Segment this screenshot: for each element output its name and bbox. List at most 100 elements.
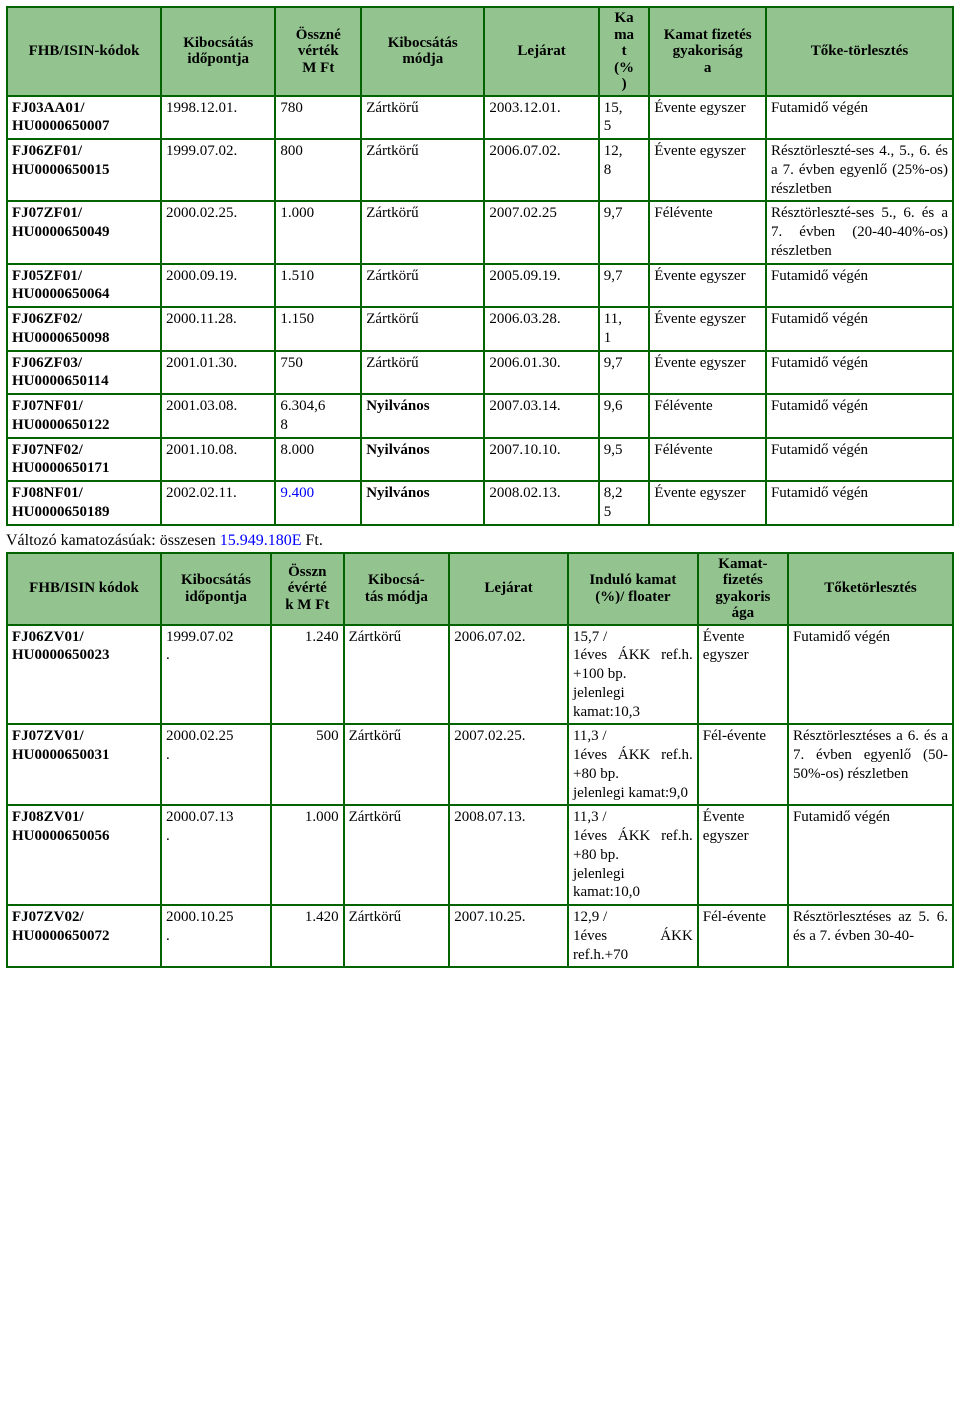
issue-date-cell: 2000.02.25. — [161, 201, 275, 263]
issue-date-cell: 2000.10.25. — [161, 905, 271, 967]
value-cell: 500 — [271, 724, 344, 805]
column-header: Kibocsátás időpontja — [161, 7, 275, 96]
code-cell: FJ07ZV02/HU0000650072 — [7, 905, 161, 967]
frequency-cell: Félévente — [649, 201, 766, 263]
frequency-cell: Évente egyszer — [649, 351, 766, 395]
frequency-cell: Évente egyszer — [649, 139, 766, 201]
table-row: FJ07ZV01/HU00006500312000.02.25.500Zártk… — [7, 724, 953, 805]
code-cell: FJ08NF01/HU0000650189 — [7, 481, 161, 525]
table-row: FJ06ZF02/HU00006500982000.11.28.1.150Zár… — [7, 307, 953, 351]
repayment-cell: Futamidő végén — [766, 481, 953, 525]
column-header: ÖssznévértékM Ft — [275, 7, 361, 96]
value-cell: 1.420 — [271, 905, 344, 967]
table-row: FJ07NF02/HU00006501712001.10.08.8.000Nyi… — [7, 438, 953, 482]
issue-date-cell: 2000.09.19. — [161, 264, 275, 308]
frequency-cell: Fél-évente — [698, 905, 788, 967]
issue-date-cell: 2002.02.11. — [161, 481, 275, 525]
table-row: FJ05ZF01/HU00006500642000.09.19.1.510Zár… — [7, 264, 953, 308]
repayment-cell: Futamidő végén — [766, 96, 953, 140]
mode-cell: Nyilvános — [361, 481, 484, 525]
value-cell: 1.000 — [271, 805, 344, 905]
frequency-cell: Évente egyszer — [698, 805, 788, 905]
mode-cell: Nyilvános — [361, 438, 484, 482]
mode-cell: Zártkörű — [361, 96, 484, 140]
repayment-cell: Résztörlesztéses az 5. 6. és a 7. évben … — [788, 905, 953, 967]
repayment-cell: Futamidő végén — [766, 438, 953, 482]
repayment-cell: Résztörlesztéses a 6. és a 7. évben egye… — [788, 724, 953, 805]
table-row: FJ07ZF01/HU00006500492000.02.25.1.000Zár… — [7, 201, 953, 263]
maturity-cell: 2006.07.02. — [484, 139, 598, 201]
issue-date-cell: 1998.12.01. — [161, 96, 275, 140]
frequency-cell: Évente egyszer — [649, 264, 766, 308]
column-header: Kibocsátás időpontja — [161, 553, 271, 625]
issue-date-cell: 2001.03.08. — [161, 394, 275, 438]
subtitle-suffix: Ft. — [301, 532, 322, 549]
issue-date-cell: 2001.01.30. — [161, 351, 275, 395]
code-cell: FJ07ZV01/HU0000650031 — [7, 724, 161, 805]
frequency-cell: Évente egyszer — [698, 625, 788, 725]
subtitle: Változó kamatozásúak: összesen 15.949.18… — [6, 532, 954, 550]
rate-cell: 8,25 — [599, 481, 650, 525]
bonds-table-floating: FHB/ISIN kódokKibocsátás időpontjaÖsszné… — [6, 552, 954, 969]
issue-date-cell: 1999.07.02. — [161, 625, 271, 725]
maturity-cell: 2007.02.25 — [484, 201, 598, 263]
code-cell: FJ07NF01/HU0000650122 — [7, 394, 161, 438]
code-cell: FJ07ZF01/HU0000650049 — [7, 201, 161, 263]
repayment-cell: Futamidő végén — [766, 264, 953, 308]
value-cell: 9.400 — [275, 481, 361, 525]
table-row: FJ07ZV02/HU00006500722000.10.25.1.420Zár… — [7, 905, 953, 967]
rate-cell: 12,8 — [599, 139, 650, 201]
column-header: Induló kamat (%)/ floater — [568, 553, 698, 625]
issue-date-cell: 2000.11.28. — [161, 307, 275, 351]
issue-date-cell: 1999.07.02. — [161, 139, 275, 201]
column-header: Lejárat — [484, 7, 598, 96]
mode-cell: Zártkörű — [361, 264, 484, 308]
column-header: FHB/ISIN-kódok — [7, 7, 161, 96]
frequency-cell: Félévente — [649, 438, 766, 482]
code-cell: FJ05ZF01/HU0000650064 — [7, 264, 161, 308]
value-cell: 1.000 — [275, 201, 361, 263]
rate-cell: 9,7 — [599, 264, 650, 308]
column-header: Össznévérték M Ft — [271, 553, 344, 625]
table-row: FJ08ZV01/HU00006500562000.07.13.1.000Zár… — [7, 805, 953, 905]
repayment-cell: Futamidő végén — [788, 625, 953, 725]
table-row: FJ06ZF03/HU00006501142001.01.30.750Zártk… — [7, 351, 953, 395]
table-header-row: FHB/ISIN kódokKibocsátás időpontjaÖsszné… — [7, 553, 953, 625]
code-cell: FJ07NF02/HU0000650171 — [7, 438, 161, 482]
column-header: Kibocsátás módja — [361, 7, 484, 96]
value-cell: 750 — [275, 351, 361, 395]
maturity-cell: 2008.07.13. — [449, 805, 568, 905]
code-cell: FJ06ZF01/HU0000650015 — [7, 139, 161, 201]
frequency-cell: Évente egyszer — [649, 481, 766, 525]
issue-date-cell: 2000.07.13. — [161, 805, 271, 905]
maturity-cell: 2005.09.19. — [484, 264, 598, 308]
mode-cell: Zártkörű — [344, 805, 450, 905]
value-cell: 780 — [275, 96, 361, 140]
code-cell: FJ06ZF02/HU0000650098 — [7, 307, 161, 351]
floater-cell: 11,3 /1éves ÁKK ref.h. +80 bp.jelenlegi … — [568, 724, 698, 805]
table-row: FJ08NF01/HU00006501892002.02.11.9.400Nyi… — [7, 481, 953, 525]
frequency-cell: Évente egyszer — [649, 307, 766, 351]
column-header: Lejárat — [449, 553, 568, 625]
rate-cell: 9,7 — [599, 351, 650, 395]
table-row: FJ03AA01/HU00006500071998.12.01.780Zártk… — [7, 96, 953, 140]
column-header: Kamat(%) — [599, 7, 650, 96]
repayment-cell: Futamidő végén — [766, 394, 953, 438]
mode-cell: Zártkörű — [361, 307, 484, 351]
repayment-cell: Futamidő végén — [766, 307, 953, 351]
frequency-cell: Fél-évente — [698, 724, 788, 805]
code-cell: FJ06ZF03/HU0000650114 — [7, 351, 161, 395]
mode-cell: Zártkörű — [344, 905, 450, 967]
maturity-cell: 2007.10.25. — [449, 905, 568, 967]
maturity-cell: 2006.07.02. — [449, 625, 568, 725]
rate-cell: 9,5 — [599, 438, 650, 482]
table-row: FJ07NF01/HU00006501222001.03.08.6.304,68… — [7, 394, 953, 438]
floater-cell: 11,3 /1éves ÁKK ref.h. +80 bp.jelenlegi … — [568, 805, 698, 905]
column-header: Tőke-törlesztés — [766, 7, 953, 96]
maturity-cell: 2006.03.28. — [484, 307, 598, 351]
maturity-cell: 2007.03.14. — [484, 394, 598, 438]
code-cell: FJ08ZV01/HU0000650056 — [7, 805, 161, 905]
rate-cell: 11,1 — [599, 307, 650, 351]
mode-cell: Zártkörű — [361, 139, 484, 201]
issue-date-cell: 2001.10.08. — [161, 438, 275, 482]
